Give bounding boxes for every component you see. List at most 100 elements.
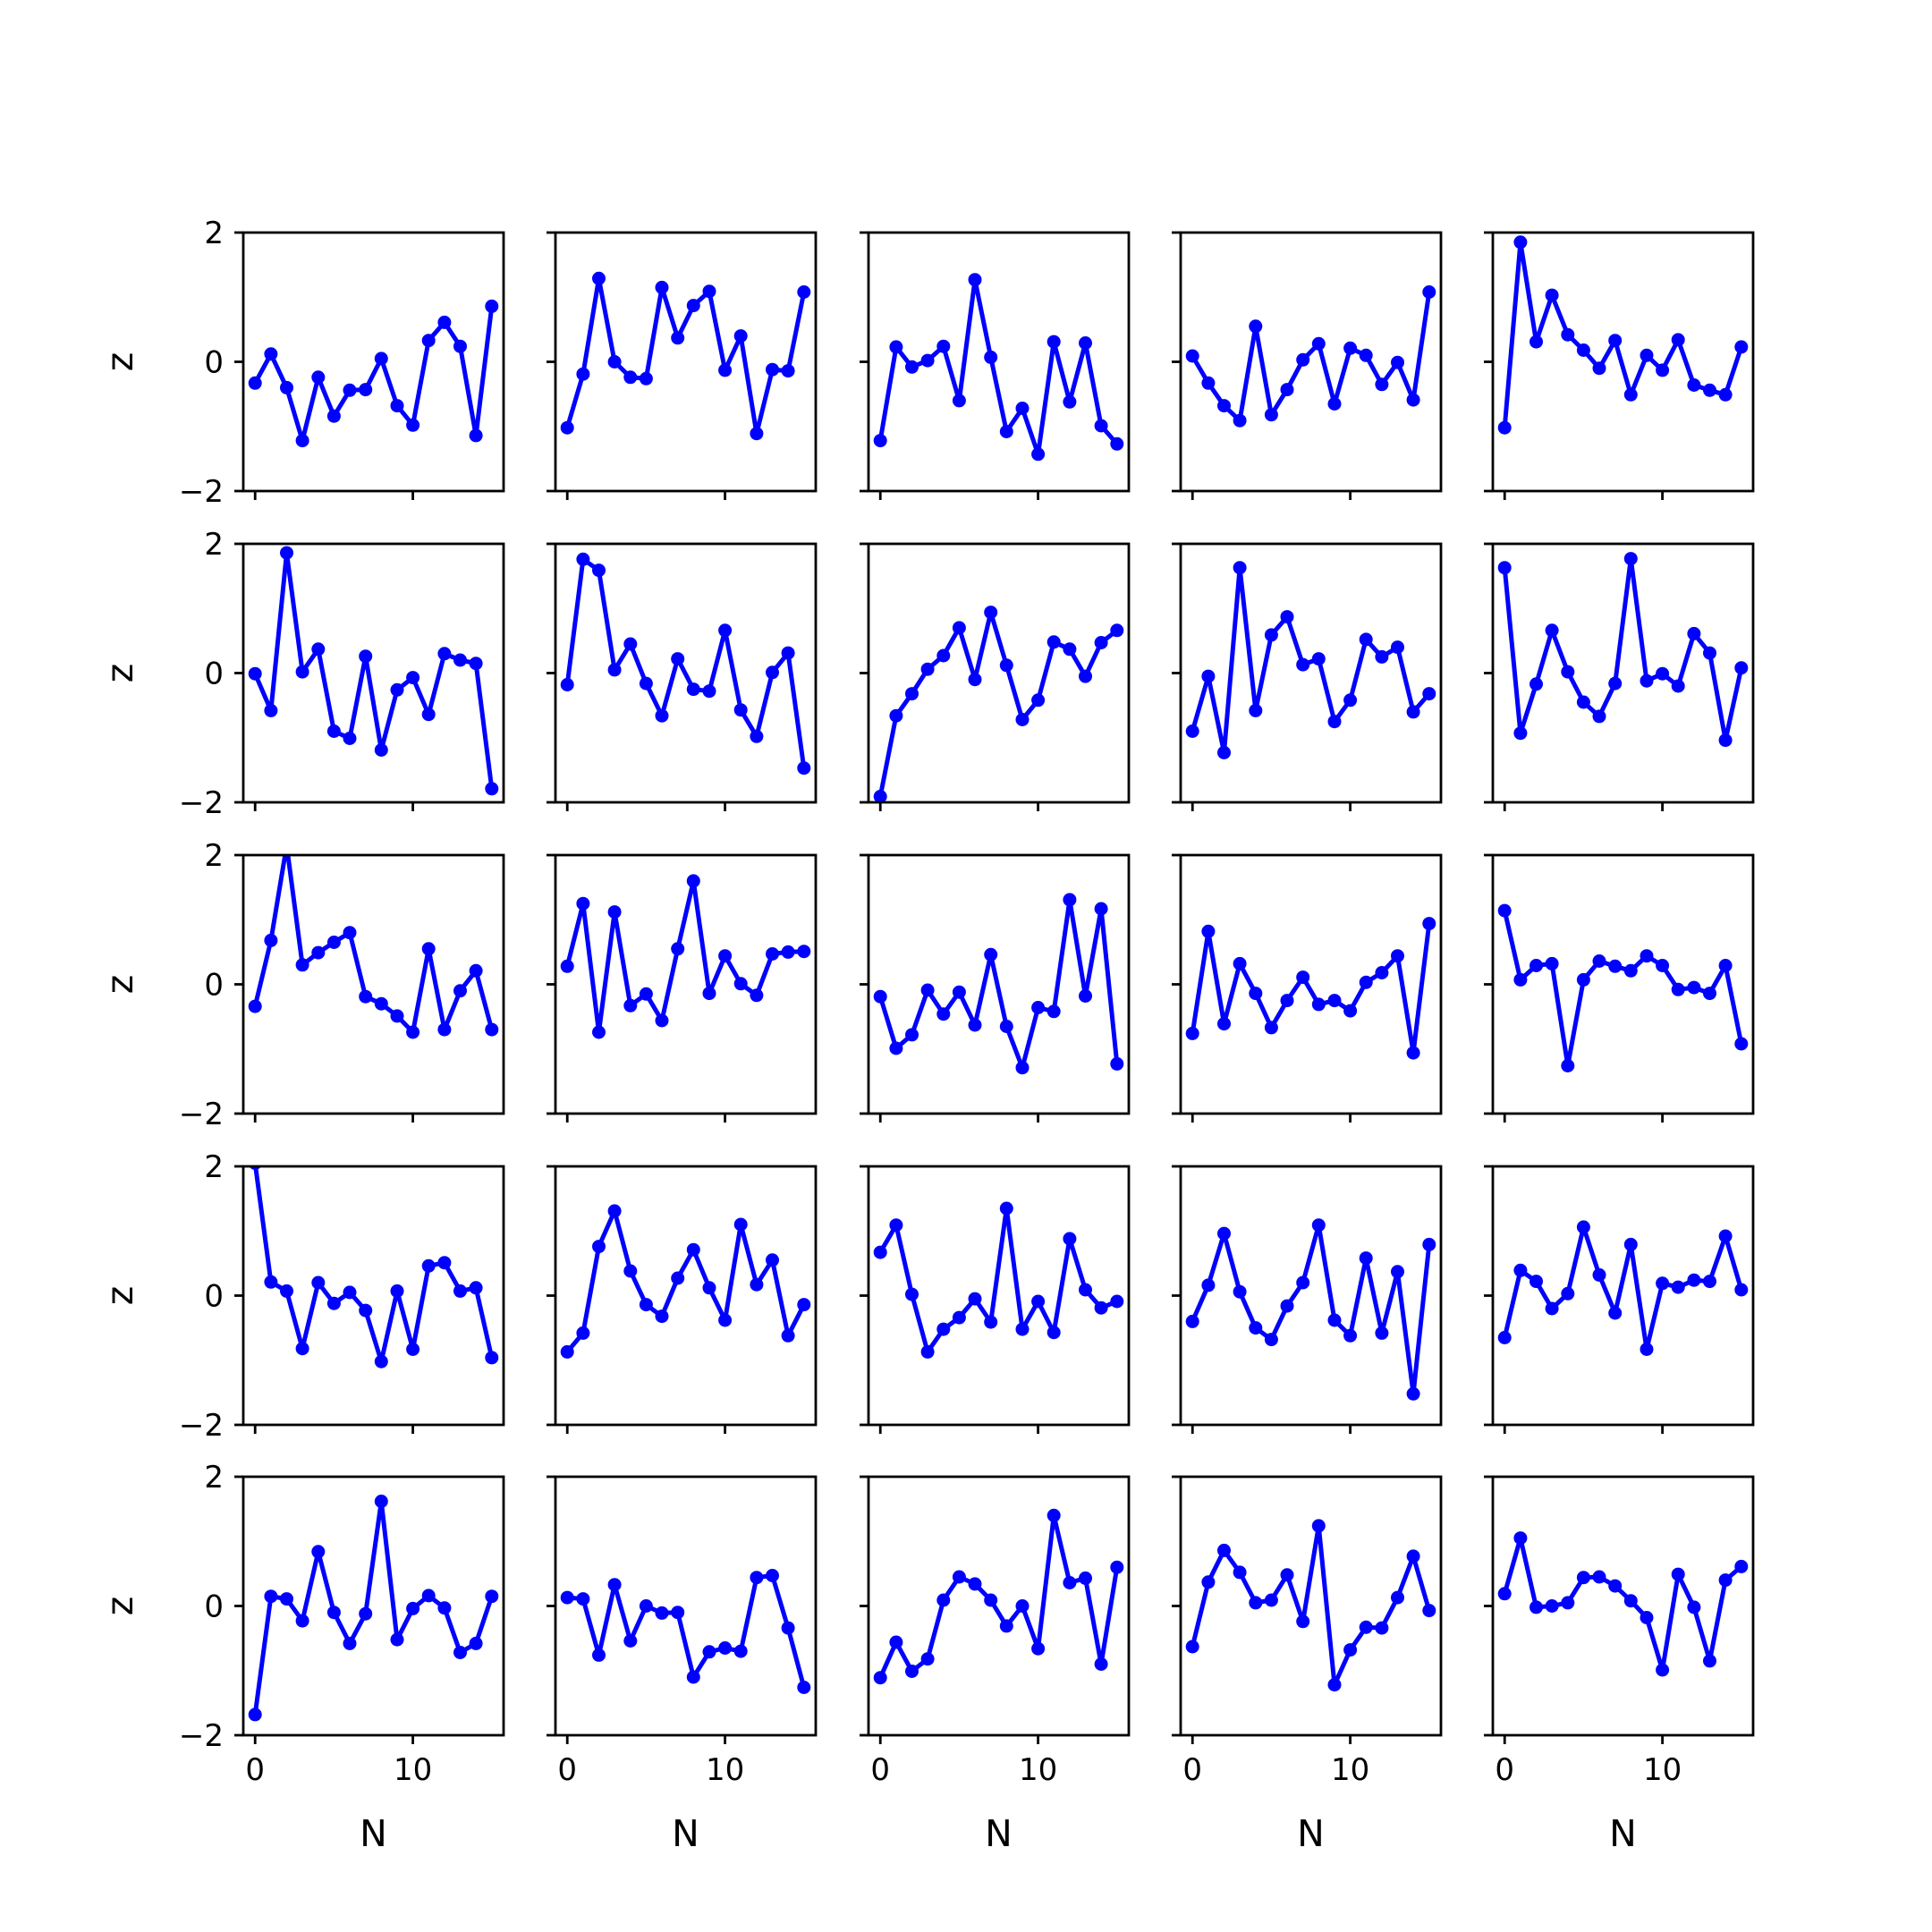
data-point — [264, 1589, 278, 1604]
data-point — [1031, 447, 1046, 462]
data-point — [984, 606, 998, 620]
panel-3-4 — [1172, 853, 1443, 1123]
series-line — [877, 1513, 1120, 1679]
data-point — [1015, 1322, 1030, 1336]
data-point — [623, 1264, 638, 1278]
data-point — [1656, 959, 1670, 972]
data-point — [576, 552, 590, 566]
data-point — [295, 958, 309, 972]
data-point — [453, 1284, 467, 1298]
data-point — [1359, 1620, 1373, 1634]
data-point — [1110, 1294, 1124, 1309]
data-point — [1015, 1061, 1030, 1075]
data-point — [359, 1606, 373, 1621]
data-point — [1063, 1576, 1077, 1589]
data-point — [936, 1322, 951, 1336]
data-point — [343, 383, 357, 397]
data-point — [1497, 1331, 1512, 1344]
data-point — [1311, 1519, 1326, 1533]
data-point — [797, 1298, 811, 1312]
data-point — [1422, 285, 1436, 299]
data-point — [1718, 1229, 1733, 1243]
data-point — [1046, 635, 1061, 649]
data-point — [295, 434, 309, 448]
panel-2-2 — [547, 542, 818, 811]
data-point — [873, 989, 887, 1004]
x-tick-label: 10 — [1331, 1752, 1369, 1788]
data-point — [671, 331, 685, 345]
data-point — [576, 896, 590, 911]
data-point — [750, 729, 764, 743]
panel-4-1: 2 0 −2 z — [98, 1149, 505, 1444]
data-point — [639, 1599, 653, 1613]
data-point — [873, 790, 887, 802]
x-axis-label: N — [360, 1812, 387, 1855]
data-point — [1576, 343, 1590, 357]
data-point — [1185, 724, 1199, 738]
data-point — [1671, 679, 1685, 693]
data-point — [560, 678, 574, 691]
data-point — [1545, 1301, 1559, 1316]
panel-4-2 — [547, 1165, 818, 1434]
data-point — [1592, 1570, 1606, 1584]
data-point — [1608, 334, 1623, 348]
data-point — [718, 623, 733, 638]
data-point — [295, 1614, 309, 1628]
data-point — [374, 352, 388, 366]
data-point — [249, 1166, 261, 1170]
data-point — [1561, 1059, 1575, 1072]
panel-1-1: 2 0 −2 z — [98, 216, 505, 510]
data-point — [936, 1007, 951, 1021]
series-line — [564, 878, 804, 1035]
data-point — [1031, 693, 1046, 708]
data-point — [1264, 1021, 1278, 1035]
data-point — [1391, 1590, 1404, 1605]
data-point — [1623, 1594, 1638, 1608]
data-point — [1296, 657, 1310, 672]
y-axis-label: z — [98, 1597, 141, 1616]
data-point — [1217, 1226, 1231, 1241]
series-line — [1190, 923, 1432, 1055]
data-point — [1264, 1333, 1278, 1347]
data-point — [1249, 1596, 1263, 1610]
data-point — [1561, 327, 1575, 342]
data-point — [485, 782, 499, 796]
data-point — [469, 1281, 483, 1295]
data-point — [248, 666, 262, 681]
data-point — [326, 1606, 341, 1620]
data-point — [766, 1253, 779, 1267]
data-point — [1406, 1386, 1420, 1401]
data-point — [1561, 1596, 1575, 1610]
data-point — [1623, 552, 1638, 566]
data-point — [592, 271, 606, 285]
data-point — [797, 761, 811, 775]
data-point — [1640, 949, 1654, 963]
data-point — [702, 1281, 716, 1295]
x-tick-label: 10 — [1019, 1752, 1057, 1788]
data-point — [1079, 336, 1092, 350]
data-point — [781, 1621, 795, 1635]
series-line — [1502, 910, 1744, 1068]
data-point — [686, 1670, 700, 1684]
data-point — [576, 367, 590, 381]
data-point — [639, 987, 653, 1001]
data-point — [873, 1245, 887, 1259]
data-point — [920, 662, 935, 676]
data-point — [766, 665, 779, 680]
data-point — [1311, 336, 1326, 351]
data-point — [390, 1009, 404, 1023]
data-point — [936, 648, 951, 663]
data-point — [1391, 355, 1404, 369]
data-point — [781, 945, 795, 959]
data-point — [437, 315, 452, 329]
data-point — [1015, 1599, 1030, 1613]
data-point — [437, 1256, 452, 1270]
data-point — [592, 1025, 606, 1039]
data-point — [1311, 997, 1326, 1012]
data-point — [576, 1326, 590, 1340]
data-point — [1623, 387, 1638, 402]
data-point — [1327, 715, 1342, 729]
data-point — [1327, 994, 1342, 1008]
data-point — [1718, 1573, 1733, 1588]
